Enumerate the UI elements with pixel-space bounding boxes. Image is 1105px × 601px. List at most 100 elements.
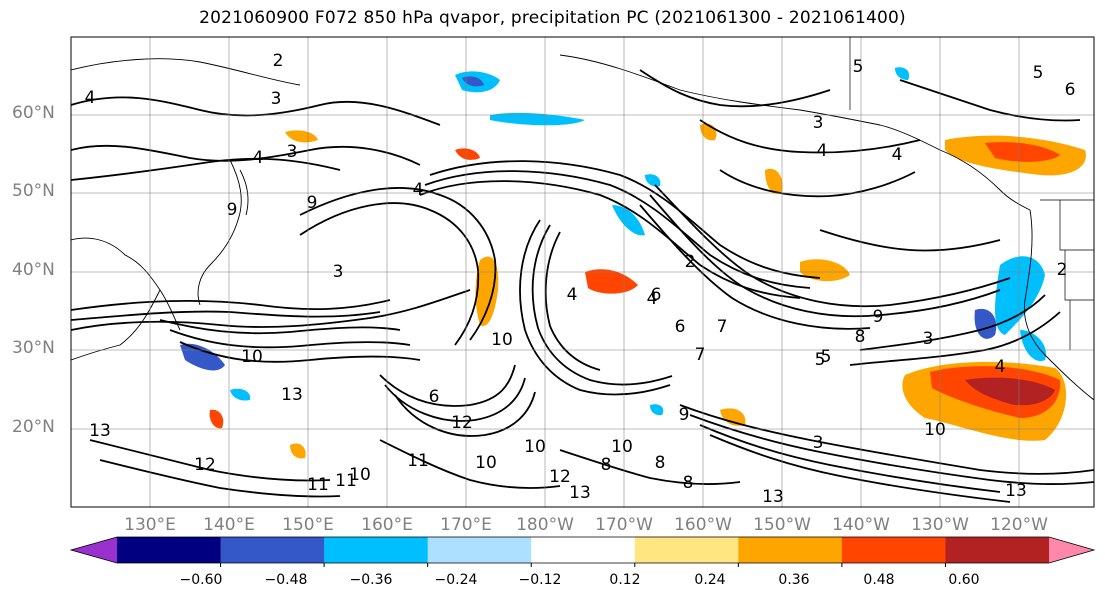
contour-value-label: 2 [1057, 260, 1068, 280]
contour-value-label: 3 [923, 329, 934, 349]
border-line [1059, 200, 1094, 251]
contour-line [709, 434, 1011, 503]
contour-value-label: 9 [679, 405, 690, 425]
colorbar-segment [531, 537, 636, 563]
colorbar-tick-label: −0.12 [518, 572, 562, 588]
precip-positive-patch [965, 377, 1055, 406]
contour-value-label: 4 [413, 180, 424, 200]
lon-label-170w: 170°W [595, 515, 653, 535]
contour-value-label: 3 [271, 89, 282, 109]
lon-label-130e: 130°E [124, 515, 176, 535]
colorbar-extend-min [71, 537, 117, 563]
contour-line [699, 119, 921, 154]
contour-line [719, 169, 916, 198]
contour-value-label: 2 [273, 51, 284, 71]
colorbar-tick-label: 0.12 [609, 572, 641, 588]
precip-negative-patch [462, 76, 484, 87]
contour-line [899, 79, 1081, 122]
colorbar-segment [841, 537, 946, 563]
contour-value-label: 6 [651, 285, 662, 305]
contour-value-label: 11 [335, 471, 357, 491]
precip-negative-patch [995, 256, 1045, 335]
contour-line [379, 439, 561, 489]
precip-negative-patch [612, 205, 645, 236]
precip-negative-patch [895, 67, 910, 80]
contour-line [384, 377, 526, 422]
contour-line [531, 224, 673, 386]
contour-value-label: 4 [995, 357, 1006, 377]
contour-line [71, 289, 471, 331]
lon-label-170e: 170°E [440, 515, 492, 535]
contour-value-label: 5 [821, 347, 832, 367]
colorbar-tick-label: 0.48 [863, 572, 895, 588]
lon-label-180w: 180°W [516, 515, 574, 535]
contour-value-label: 9 [227, 200, 238, 220]
contour-line [639, 69, 831, 108]
contour-value-label: 13 [1005, 481, 1027, 501]
contour-value-label: 11 [307, 475, 329, 495]
contour-value-label: 13 [89, 421, 111, 441]
precip-negative-patch [650, 404, 664, 416]
contour-line [394, 391, 536, 437]
lon-label-130w: 130°W [911, 515, 969, 535]
contour-line [71, 144, 421, 166]
contour-line [179, 341, 421, 363]
contour-value-label: 8 [855, 327, 866, 347]
colorbar-tick-label: −0.36 [349, 572, 393, 588]
contour-line [699, 424, 1001, 493]
precip-positive-patch [720, 408, 746, 426]
precip-shading [180, 67, 1086, 459]
contour-value-label: 12 [549, 467, 571, 487]
coastline-alaska [559, 54, 1031, 211]
contour-line [859, 294, 1046, 351]
contour-value-label: 7 [717, 317, 728, 337]
precip-positive-patch [209, 409, 224, 429]
coastline-north-america [1023, 209, 1094, 401]
colorbar-segment [324, 537, 429, 563]
contour-line [819, 229, 1001, 252]
contour-value-label: 7 [695, 345, 706, 365]
contour-line [649, 194, 1001, 318]
contour-line [71, 299, 391, 311]
contour-value-label: 4 [253, 148, 264, 168]
map-frame [70, 36, 1095, 508]
coastlines [71, 54, 1094, 401]
contour-value-label: 4 [892, 145, 903, 165]
colorbar-tick-label: 0.36 [778, 572, 810, 588]
contour-value-label: 4 [567, 285, 578, 305]
colorbar-segment [634, 537, 739, 563]
precip-positive-patch [800, 259, 850, 282]
contour-line [519, 219, 671, 396]
contour-value-label: 8 [655, 453, 666, 473]
contour-line [559, 449, 741, 485]
contour-value-label: 10 [491, 330, 513, 350]
contour-value-label: 10 [924, 420, 946, 440]
colorbar-segment [427, 537, 532, 563]
contour-line [639, 204, 871, 330]
contour-value-label: 2 [685, 252, 696, 272]
colorbar-segment [738, 537, 843, 563]
contour-line [679, 404, 1094, 475]
colorbar-segment [220, 537, 325, 563]
lon-label-150e: 150°E [282, 515, 334, 535]
contour-line [71, 157, 341, 181]
contour-line [159, 319, 401, 335]
precip-negative-patch [1020, 330, 1046, 362]
colorbar-segment [117, 537, 222, 563]
contour-line [544, 231, 601, 371]
contour-line [654, 184, 1011, 308]
contour-value-label: 10 [349, 465, 371, 485]
contour-line [71, 310, 381, 321]
precip-positive-patch [475, 256, 499, 326]
contour-value-label: 12 [194, 455, 216, 475]
contour-value-label: 3 [813, 113, 824, 133]
contour-value-label: 6 [429, 387, 440, 407]
contour-value-label: 10 [241, 347, 263, 367]
precip-positive-patch [455, 148, 480, 160]
contour-line [299, 202, 480, 346]
lon-label-160e: 160°E [361, 515, 413, 535]
contour-value-label: 5 [815, 350, 826, 370]
